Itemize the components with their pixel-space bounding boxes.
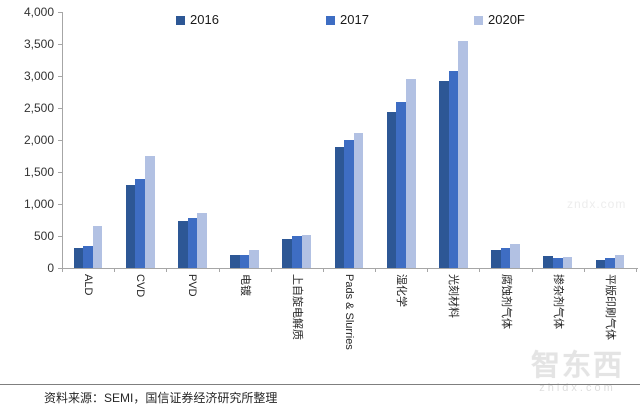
x-label-腐蚀剂气体: 腐蚀剂气体: [499, 274, 512, 329]
x-label-湿化学: 湿化学: [395, 274, 408, 307]
legend-item-2020F: 2020F: [474, 13, 525, 27]
x-tick: [636, 269, 637, 272]
legend-label-2020F: 2020F: [488, 12, 525, 27]
bar-2017-平版印刷气体: [605, 257, 615, 268]
x-tick: [583, 269, 585, 272]
y-tick: [58, 172, 62, 173]
x-label-CVD: CVD: [134, 274, 147, 298]
bar-2020F-上自旋电解质: [301, 234, 312, 268]
x-tick: [114, 269, 116, 272]
plot-area: [62, 12, 636, 268]
bar-2017-PVD: [187, 218, 198, 268]
y-tick-label: 1,500: [23, 165, 54, 179]
bar-2016-电镀: [230, 255, 240, 268]
bar-2020F-CVD: [145, 156, 155, 268]
bar-2016-掺杂剂气体: [543, 255, 553, 268]
y-tick: [58, 76, 62, 77]
x-label-PVD: PVD: [186, 274, 199, 297]
y-tick: [58, 268, 62, 269]
y-tick-label: 0: [47, 261, 54, 275]
x-tick: [479, 269, 481, 272]
x-tick: [62, 269, 63, 272]
legend-swatch-2017: [326, 15, 335, 25]
bar-2017-光刻材料: [448, 70, 459, 268]
x-label-平版印刷气体: 平版印刷气体: [603, 274, 616, 340]
x-tick: [375, 269, 377, 272]
bar-2016-腐蚀剂气体: [491, 250, 501, 268]
bar-2020F-平版印刷气体: [614, 254, 625, 268]
x-axis-line: [62, 268, 638, 269]
legend-swatch-2020F: [474, 15, 483, 25]
y-tick-label: 4,000: [23, 5, 54, 19]
bar-2020F-PVD: [197, 212, 207, 268]
x-tick: [218, 269, 220, 272]
bar-2016-Pads & Slurries: [334, 147, 345, 268]
y-tick-label: 500: [33, 229, 54, 243]
x-tick: [270, 269, 272, 272]
x-label-光刻材料: 光刻材料: [447, 274, 460, 318]
y-tick-label: 3,000: [23, 69, 54, 83]
y-tick: [58, 12, 62, 13]
bar-2020F-腐蚀剂气体: [510, 244, 520, 268]
x-label-上自旋电解质: 上自旋电解质: [290, 274, 303, 340]
legend-swatch-2016: [176, 15, 185, 25]
bar-2020F-掺杂剂气体: [562, 257, 573, 268]
bar-2020F-Pads & Slurries: [353, 132, 364, 268]
y-tick: [58, 44, 62, 45]
bar-2017-腐蚀剂气体: [500, 248, 511, 268]
bar-2016-CVD: [125, 185, 136, 268]
source-row: 资料来源：SEMI，国信证券经济研究所整理: [0, 384, 640, 406]
x-tick: [322, 269, 324, 272]
x-label-电镀: 电镀: [238, 274, 251, 296]
bar-2016-平版印刷气体: [595, 259, 606, 268]
bar-2020F-光刻材料: [458, 40, 468, 268]
bar-2016-ALD: [73, 248, 84, 268]
bar-2017-ALD: [83, 245, 93, 268]
bar-2017-掺杂剂气体: [552, 257, 563, 268]
legend-item-2017: 2017: [326, 13, 369, 27]
bar-2016-PVD: [178, 221, 188, 268]
y-tick-label: 2,500: [23, 101, 54, 115]
source-note: 资料来源：SEMI，国信证券经济研究所整理: [44, 391, 278, 405]
y-tick: [58, 140, 62, 141]
bar-2017-湿化学: [396, 102, 406, 268]
y-tick: [58, 236, 62, 237]
bar-2016-湿化学: [386, 111, 397, 268]
x-label-ALD: ALD: [82, 274, 95, 296]
watermark-logo-text: 智东西: [530, 350, 624, 382]
y-tick-label: 3,500: [23, 37, 54, 51]
x-tick: [166, 269, 168, 272]
y-tick: [58, 204, 62, 205]
bar-2016-上自旋电解质: [282, 238, 292, 268]
y-tick-label: 2,000: [23, 133, 54, 147]
bar-2017-电镀: [239, 254, 250, 268]
y-axis-line: [62, 12, 63, 268]
y-tick: [58, 108, 62, 109]
legend-label-2016: 2016: [190, 12, 219, 27]
legend-item-2016: 2016: [176, 13, 219, 27]
y-tick-label: 1,000: [23, 197, 54, 211]
bar-2020F-电镀: [249, 250, 260, 268]
x-label-掺杂剂气体: 掺杂剂气体: [551, 274, 564, 329]
bar-2017-上自旋电解质: [292, 236, 302, 268]
bar-2017-CVD: [135, 179, 146, 268]
bar-2017-Pads & Slurries: [344, 140, 354, 268]
x-tick: [427, 269, 429, 272]
bar-2020F-ALD: [92, 225, 103, 268]
x-label-Pads & Slurries: Pads & Slurries: [343, 274, 355, 350]
x-tick: [531, 269, 533, 272]
legend-label-2017: 2017: [340, 12, 369, 27]
bar-2020F-湿化学: [405, 78, 416, 268]
bar-2016-光刻材料: [438, 81, 449, 268]
